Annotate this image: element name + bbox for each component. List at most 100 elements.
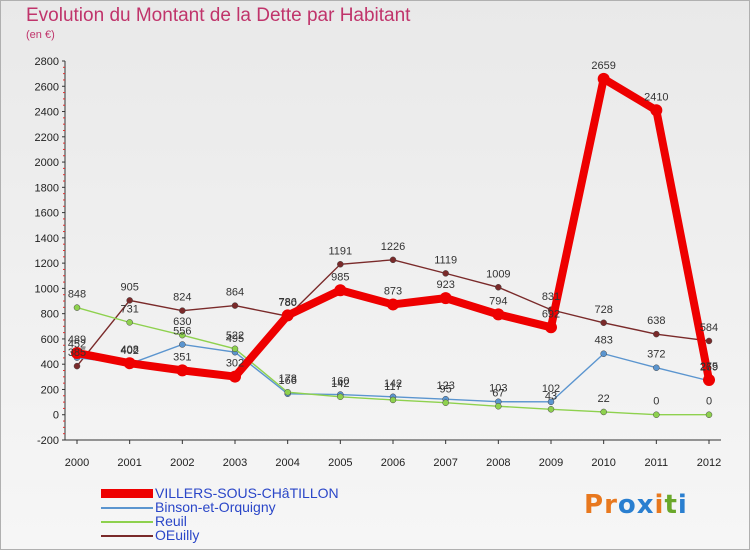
legend-swatch-binson <box>101 507 153 509</box>
x-tick-label: 2009 <box>539 457 563 469</box>
data-label: 102 <box>542 383 560 395</box>
series-0-point <box>71 346 83 359</box>
series-3-point <box>600 319 607 327</box>
data-label: 103 <box>489 383 507 395</box>
series-0-line <box>73 74 713 384</box>
data-label: 0 <box>706 396 712 408</box>
series-3-line <box>76 259 710 367</box>
data-label: 824 <box>173 292 191 304</box>
logo-letter: t <box>664 490 678 520</box>
data-label: 275 <box>700 361 718 373</box>
data-label: 22 <box>598 393 610 405</box>
y-tick-label: 1000 <box>35 283 59 295</box>
series-0-point <box>123 357 136 370</box>
series-3-point <box>337 261 344 268</box>
series-3-point <box>705 337 713 345</box>
data-label: 985 <box>331 271 349 283</box>
series-0-point <box>334 284 347 297</box>
x-tick-label: 2001 <box>117 457 141 469</box>
series-2-point <box>389 396 397 404</box>
legend-label-binson: Binson-et-Orquigny <box>155 499 276 515</box>
data-label: 372 <box>647 349 665 361</box>
series-3-point <box>389 256 397 264</box>
data-label: 2410 <box>644 91 668 103</box>
legend-swatch-villers <box>101 489 153 498</box>
legend-label-oeuilly: OEuilly <box>155 527 200 543</box>
data-label: 1226 <box>381 241 405 253</box>
y-tick-label: -200 <box>37 435 59 447</box>
series-2-point <box>337 393 344 401</box>
x-tick-label: 2004 <box>275 457 299 469</box>
series-3-point <box>126 297 133 304</box>
series-0-point <box>387 298 399 311</box>
data-label: 483 <box>594 335 612 347</box>
series-3-point <box>231 302 239 309</box>
x-tick-label: 2008 <box>486 457 510 469</box>
series-2-point <box>231 345 239 353</box>
y-tick-label: 0 <box>53 410 59 422</box>
logo-letter: o <box>617 490 637 520</box>
series-2-point <box>442 399 449 406</box>
y-tick-label: 1800 <box>35 182 59 194</box>
series-2-point <box>73 304 81 311</box>
series-1-point <box>600 350 607 357</box>
data-label: 123 <box>436 380 454 392</box>
x-tick-label: 2000 <box>65 457 89 469</box>
series-3-point <box>495 284 502 291</box>
x-tick-label: 2010 <box>591 457 615 469</box>
data-label: 638 <box>647 315 665 327</box>
data-label: 495 <box>226 333 244 345</box>
data-label: 452 <box>68 339 86 351</box>
data-label: 302 <box>226 358 244 370</box>
series-0-point <box>545 321 557 334</box>
x-tick-label: 2006 <box>381 457 405 469</box>
data-label: 2659 <box>591 60 615 72</box>
legend-swatch-oeuilly <box>101 535 153 537</box>
logo-letter: x <box>636 490 655 520</box>
data-label: 1009 <box>486 268 510 280</box>
y-tick-label: 800 <box>41 309 59 321</box>
data-label: 43 <box>545 390 557 402</box>
series-1-point <box>547 398 555 406</box>
data-label: 731 <box>120 303 138 315</box>
data-label: 630 <box>173 316 191 328</box>
x-tick-label: 2003 <box>223 457 247 469</box>
data-label: 556 <box>173 325 191 337</box>
series-1-point <box>653 364 660 371</box>
data-label: 905 <box>120 281 138 293</box>
data-label: 95 <box>440 384 452 396</box>
logo-letter: r <box>604 490 618 520</box>
data-label: 692 <box>542 308 560 320</box>
series-0-point <box>229 370 241 383</box>
data-label: 269 <box>700 362 718 374</box>
series-0-point <box>176 364 189 377</box>
series-2-point <box>126 319 133 326</box>
series-2-point <box>495 403 502 410</box>
y-tick-label: 2200 <box>35 132 59 144</box>
data-label: 160 <box>331 376 349 388</box>
data-label: 794 <box>489 295 507 307</box>
series-0-point <box>281 309 294 322</box>
y-tick-label: 1600 <box>35 208 59 220</box>
data-label: 864 <box>226 287 244 299</box>
data-label: 584 <box>700 322 718 334</box>
series-2-point <box>600 408 607 416</box>
chart-subtitle: (en €) <box>26 29 55 41</box>
series-1-point <box>179 341 186 348</box>
series-0-point <box>703 373 715 386</box>
x-tick-label: 2011 <box>645 457 669 469</box>
data-label: 142 <box>331 378 349 390</box>
data-label: 0 <box>653 396 659 408</box>
data-label: 831 <box>542 291 560 303</box>
data-label: 522 <box>226 330 244 342</box>
data-label: 408 <box>120 344 138 356</box>
y-tick-label: 2800 <box>35 56 59 68</box>
y-tick-label: 200 <box>41 384 59 396</box>
x-tick-label: 2012 <box>697 457 721 469</box>
y-tick-label: 2000 <box>35 157 59 169</box>
series-2-point <box>547 406 555 413</box>
series-3-point <box>73 362 81 370</box>
series-3-point <box>179 307 186 314</box>
